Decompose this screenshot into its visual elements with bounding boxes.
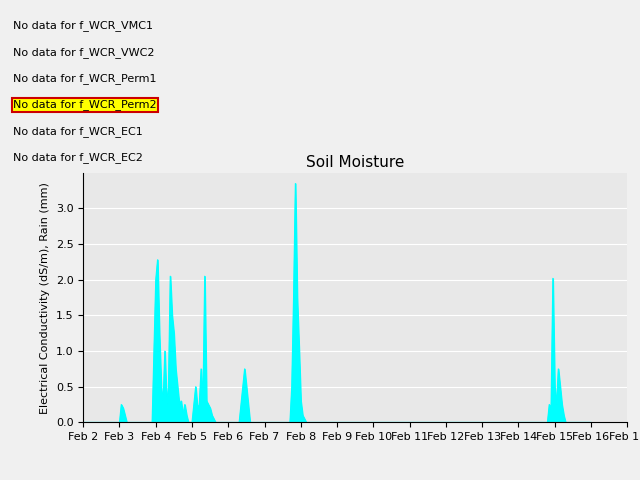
Text: No data for f_WCR_EC1: No data for f_WCR_EC1 [13, 126, 143, 137]
Text: No data for f_WCR_EC2: No data for f_WCR_EC2 [13, 152, 143, 163]
Text: No data for f_WCR_Perm1: No data for f_WCR_Perm1 [13, 73, 156, 84]
Title: Soil Moisture: Soil Moisture [306, 155, 404, 170]
Text: No data for f_WCR_VMC1: No data for f_WCR_VMC1 [13, 20, 153, 31]
Text: No data for f_WCR_Perm2: No data for f_WCR_Perm2 [13, 99, 156, 110]
Y-axis label: Electrical Conductivity (dS/m), Rain (mm): Electrical Conductivity (dS/m), Rain (mm… [40, 181, 50, 414]
Text: No data for f_WCR_VWC2: No data for f_WCR_VWC2 [13, 47, 154, 58]
